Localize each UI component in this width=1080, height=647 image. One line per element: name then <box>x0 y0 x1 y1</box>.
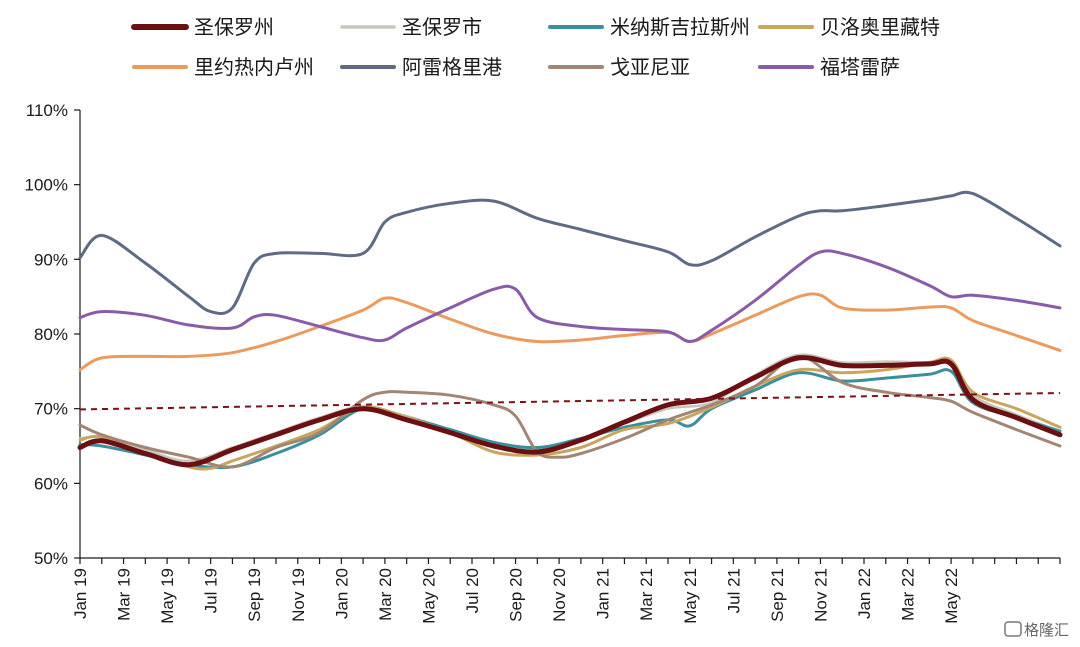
x-tick-label: Nov 19 <box>289 568 308 622</box>
x-tick-label: Nov 21 <box>811 568 830 622</box>
legend-label-3: 贝洛奥里藏特 <box>820 15 940 39</box>
y-tick-label: 70% <box>34 400 68 419</box>
y-tick-label: 100% <box>25 176 68 195</box>
x-tick-label: Jan 22 <box>855 568 874 619</box>
x-tick-label: Jan 20 <box>332 568 351 619</box>
y-tick-label: 110% <box>26 101 68 120</box>
x-tick-label: Jul 20 <box>463 568 482 613</box>
y-tick-label: 80% <box>34 325 68 344</box>
watermark-text: 格隆汇 <box>1024 621 1069 639</box>
y-axis: 50% 60% 70% 80% 90% 100% 110% <box>25 101 81 568</box>
y-tick-label: 60% <box>34 474 68 493</box>
watermark: 格隆汇 <box>1004 621 1069 639</box>
x-tick-label: Jan 19 <box>71 568 90 619</box>
trendline <box>79 391 1061 411</box>
legend-label-6: 戈亚尼亚 <box>610 55 690 79</box>
x-tick-label: Sep 19 <box>245 568 264 622</box>
legend-label-7: 福塔雷萨 <box>820 55 900 79</box>
x-tick-label: Jul 19 <box>202 568 221 613</box>
y-tick-label: 90% <box>34 250 68 269</box>
x-tick-label: May 22 <box>942 568 961 624</box>
x-tick-label: May 20 <box>419 568 438 624</box>
x-tick-label: Mar 20 <box>376 568 395 621</box>
legend-label-2: 米纳斯吉拉斯州 <box>610 15 750 39</box>
series-line-0 <box>77 355 1063 468</box>
x-tick-label: May 19 <box>158 568 177 624</box>
y-tick-label: 50% <box>34 549 68 568</box>
series-line-5 <box>78 190 1062 315</box>
x-tick-label: Mar 21 <box>637 568 656 621</box>
legend-label-4: 里约热内卢州 <box>194 55 314 79</box>
series-line-4 <box>78 292 1062 372</box>
x-tick-label: Jul 21 <box>724 568 743 613</box>
legend-label-5: 阿雷格里港 <box>402 55 502 79</box>
x-tick-label: Nov 20 <box>550 568 569 622</box>
series-line-7 <box>78 249 1062 344</box>
x-axis: Jan 19 Mar 19 May 19 Jul 19 Sep 19 Nov 19 Jan … <box>71 557 1061 624</box>
legend-label-1: 圣保罗市 <box>402 15 482 39</box>
x-tick-label: Sep 21 <box>768 568 787 622</box>
x-tick-label: Sep 20 <box>507 568 526 622</box>
x-tick-label: Mar 19 <box>115 568 134 621</box>
x-tick-label: Jan 21 <box>594 568 613 619</box>
x-tick-label: May 21 <box>681 568 700 624</box>
series-layer <box>77 190 1063 471</box>
x-tick-label: Mar 22 <box>899 568 918 621</box>
legend-label-0: 圣保罗州 <box>194 15 274 39</box>
